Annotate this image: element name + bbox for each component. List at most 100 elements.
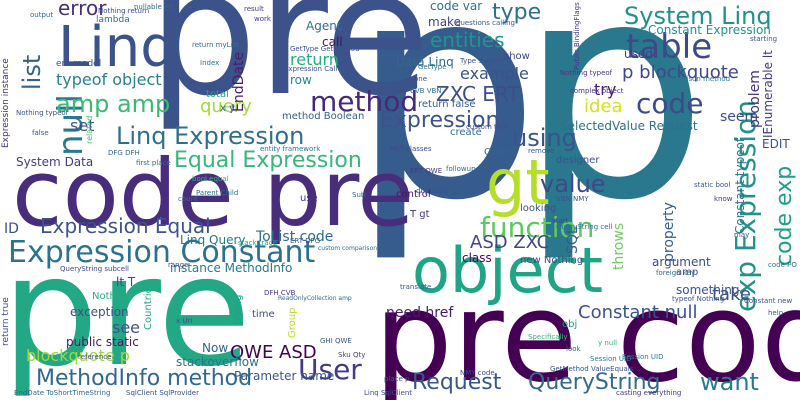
- cloud-word: problem: [747, 70, 763, 128]
- cloud-word: Session UID: [590, 355, 632, 363]
- cloud-word: Linq: [58, 15, 176, 80]
- cloud-word: T gt: [410, 209, 430, 220]
- cloud-word: used: [624, 47, 653, 61]
- cloud-word: return myList: [192, 41, 239, 49]
- cloud-word: Expression Call: [284, 65, 338, 73]
- cloud-word: bool equal: [192, 175, 229, 183]
- cloud-word: GHI QWE: [320, 337, 352, 345]
- cloud-word: User: [298, 353, 362, 386]
- cloud-word: x Uri: [176, 317, 193, 325]
- cloud-word: Expression instance: [1, 58, 11, 148]
- cloud-word: NMY code: [460, 369, 495, 377]
- cloud-word: call: [322, 35, 343, 49]
- cloud-word: typeof object: [56, 70, 162, 89]
- cloud-word: Constant null: [578, 302, 698, 323]
- cloud-word: one: [414, 75, 428, 83]
- cloud-word: query: [200, 96, 252, 117]
- cloud-word: something: [676, 283, 740, 297]
- cloud-word: typeof Nothing: [672, 295, 725, 303]
- cloud-word: Constant typeof: [733, 137, 747, 234]
- cloud-word: return false: [418, 99, 476, 110]
- cloud-word: translate: [400, 283, 432, 291]
- cloud-word: trying: [233, 294, 244, 324]
- cloud-word: remove: [528, 147, 555, 155]
- cloud-word: Data Linq: [396, 55, 454, 69]
- cloud-word: x y: [220, 103, 236, 114]
- cloud-word: Countries: [143, 282, 154, 330]
- cloud-word: return true: [1, 297, 11, 346]
- cloud-word: code exp: [772, 165, 797, 266]
- cloud-word: ReadOnlyCollection amp: [278, 295, 352, 302]
- cloud-word: GetType GetMethod: [290, 45, 360, 53]
- cloud-word: create: [450, 127, 482, 138]
- cloud-word: SqlClient SqlProvider: [126, 389, 199, 397]
- cloud-word: seem: [720, 109, 759, 125]
- cloud-word: example: [460, 64, 529, 83]
- cloud-word: exception: [70, 305, 129, 319]
- cloud-word: ID: [4, 221, 19, 237]
- cloud-word: want: [700, 368, 759, 396]
- cloud-word: ERT DFG: [290, 237, 321, 245]
- cloud-word: Nothing typeof: [16, 109, 69, 117]
- cloud-word: range: [168, 261, 189, 269]
- cloud-word: class: [462, 251, 492, 265]
- cloud-word: pre: [148, 0, 430, 134]
- cloud-word: blockquote p: [26, 346, 130, 365]
- cloud-word: starting: [750, 35, 778, 43]
- cloud-word: VBN NMY: [556, 195, 589, 203]
- cloud-word: comparison method: [660, 75, 731, 83]
- cloud-word: Specifically: [528, 333, 568, 341]
- cloud-word: code pre: [12, 140, 414, 247]
- cloud-word: related: [85, 115, 94, 144]
- cloud-word: row: [290, 73, 312, 87]
- cloud-word: QueryString: [528, 370, 661, 395]
- cloud-word: using: [512, 124, 577, 152]
- cloud-word: obj: [562, 319, 578, 330]
- cloud-word: SelectedValue Request: [560, 119, 698, 133]
- cloud-word: nullable int: [134, 3, 174, 11]
- cloud-word: count: [178, 195, 198, 203]
- cloud-word: Equal Expression: [174, 148, 362, 173]
- cloud-word: entity framework: [260, 145, 321, 153]
- cloud-word: list: [18, 54, 46, 90]
- cloud-word: complex object: [570, 87, 624, 95]
- cloud-word: ERT QWE: [410, 167, 443, 175]
- cloud-word: amp: [676, 267, 699, 278]
- cloud-word: know: [714, 195, 733, 203]
- cloud-word: time: [252, 309, 275, 320]
- cloud-word: stack trace: [238, 239, 277, 247]
- cloud-word: code var: [430, 0, 483, 13]
- cloud-word: value: [540, 170, 606, 198]
- cloud-word: Group: [287, 307, 298, 338]
- cloud-word: see: [112, 318, 141, 337]
- cloud-word: DFH CVB: [264, 289, 296, 297]
- cloud-word: error: [58, 0, 107, 20]
- cloud-word: followup p: [446, 165, 483, 173]
- cloud-word: questions calling: [456, 19, 515, 27]
- cloud-word: designer: [556, 155, 600, 166]
- cloud-word: ASD ZXC: [470, 232, 550, 253]
- cloud-word: Index: [200, 59, 220, 67]
- cloud-word: take: [712, 284, 751, 305]
- cloud-word: Public BindingFlags: [573, 2, 581, 70]
- cloud-word: function: [480, 211, 595, 244]
- cloud-word: Linq Query: [180, 233, 246, 247]
- cloud-word: DFG DFH: [108, 149, 140, 157]
- cloud-word: em model: [56, 59, 102, 69]
- cloud-word: code: [636, 87, 704, 120]
- cloud-word: Sku Qty: [338, 351, 366, 359]
- cloud-word: public static: [66, 335, 139, 349]
- cloud-word: object: [412, 234, 604, 307]
- cloud-word: stackoverflow: [176, 355, 259, 369]
- cloud-word: set: [70, 116, 95, 135]
- cloud-word: entities: [430, 28, 505, 52]
- cloud-word: use: [300, 193, 318, 204]
- cloud-word: false: [32, 129, 49, 137]
- cloud-word: Expression: [380, 108, 500, 133]
- cloud-word: p: [518, 0, 709, 266]
- cloud-word: looking: [520, 203, 557, 214]
- cloud-word: type: [492, 0, 542, 25]
- cloud-word: return: [290, 50, 339, 69]
- cloud-word: start: [552, 217, 569, 225]
- cloud-word: Constant Expression: [648, 23, 771, 37]
